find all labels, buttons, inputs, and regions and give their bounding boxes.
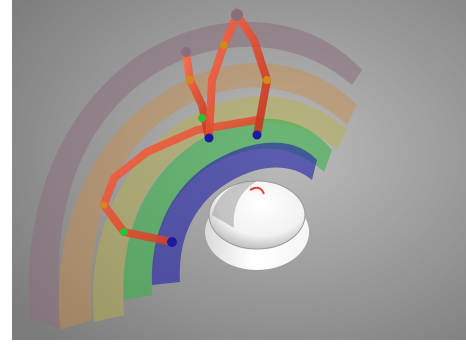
render-scene [12,0,466,340]
workspace-shells [28,21,363,331]
joint-marker [220,41,228,49]
joint-marker [263,76,271,84]
hemisphere-shadow [212,180,257,228]
shell-violet [28,21,363,330]
shell-yellow [92,96,347,322]
joint-marker [167,237,177,247]
joint-marker [252,130,262,140]
hemisphere-object [205,180,309,270]
shell-orange [58,63,357,331]
joint-marker [186,76,194,84]
finger-middle-links [182,48,213,142]
joint-marker [198,114,206,122]
shell-blue [151,142,317,285]
contact-marker [249,186,265,195]
hemisphere-top [208,180,306,250]
shell-green [123,118,332,300]
joint-marker [181,47,191,57]
joint-marker [204,133,214,143]
joint-marker [120,228,128,236]
scene-svg [12,0,466,340]
joint-marker [100,201,108,209]
joint-markers [100,9,271,247]
joint-marker [231,9,243,21]
